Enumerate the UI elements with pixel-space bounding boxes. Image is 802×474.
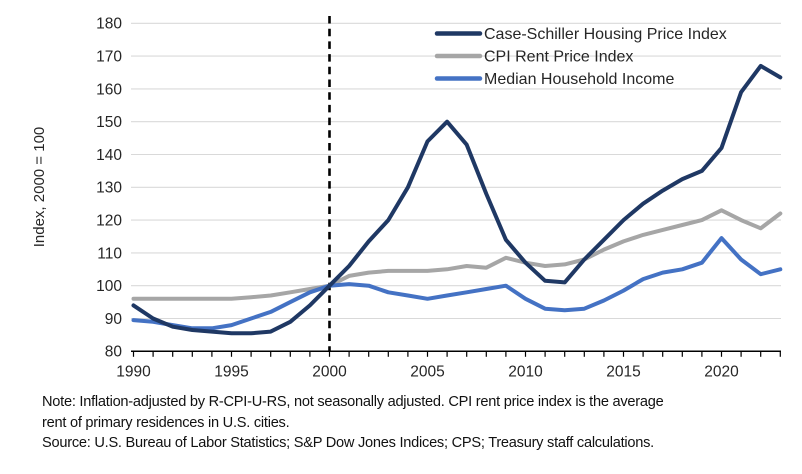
x-tick-label: 1990	[116, 364, 151, 381]
x-tick-label: 2015	[606, 364, 640, 381]
y-tick-label: 180	[96, 16, 122, 33]
y-axis-title: Index, 2000 = 100	[31, 127, 48, 248]
legend-label-2: Median Household Income	[484, 71, 674, 88]
y-tick-label: 140	[96, 147, 122, 164]
y-tick-label: 170	[96, 49, 122, 66]
legend-label-0: Case-Schiller Housing Price Index	[484, 26, 727, 43]
series-line-2	[131, 236, 783, 331]
legend-label-1: CPI Rent Price Index	[484, 49, 633, 66]
y-tick-label: 90	[105, 311, 123, 328]
x-tick-label: 2000	[312, 364, 347, 381]
series-line-0	[131, 63, 783, 336]
y-tick-label: 100	[96, 278, 122, 295]
chart-canvas: 1990 1995 2000 2005 2010 2015 2020 80 90 100 110 12…	[31, 16, 783, 381]
x-tick-label: 2020	[704, 364, 739, 381]
note-line-1: Note: Inflation-adjusted by R-CPI-U-RS, …	[42, 394, 664, 410]
source-line: Source: U.S. Bureau of Labor Statistics;…	[42, 435, 654, 452]
x-tick-label: 2005	[410, 364, 444, 381]
x-tick-label: 1995	[214, 364, 248, 381]
y-tick-label: 150	[96, 114, 122, 131]
series-line-1	[131, 208, 783, 301]
y-tick-label: 130	[96, 180, 122, 197]
y-tick-label: 160	[96, 81, 122, 98]
y-tick-label: 110	[97, 245, 122, 262]
y-tick-label: 80	[105, 344, 123, 361]
y-tick-label: 120	[96, 213, 122, 230]
x-tick-label: 2010	[508, 364, 543, 381]
note-line-2: rent of primary residences in U.S. citie…	[42, 414, 290, 431]
chart-notes: Note: Inflation-adjusted by R-CPI-U-RS, …	[42, 392, 790, 454]
